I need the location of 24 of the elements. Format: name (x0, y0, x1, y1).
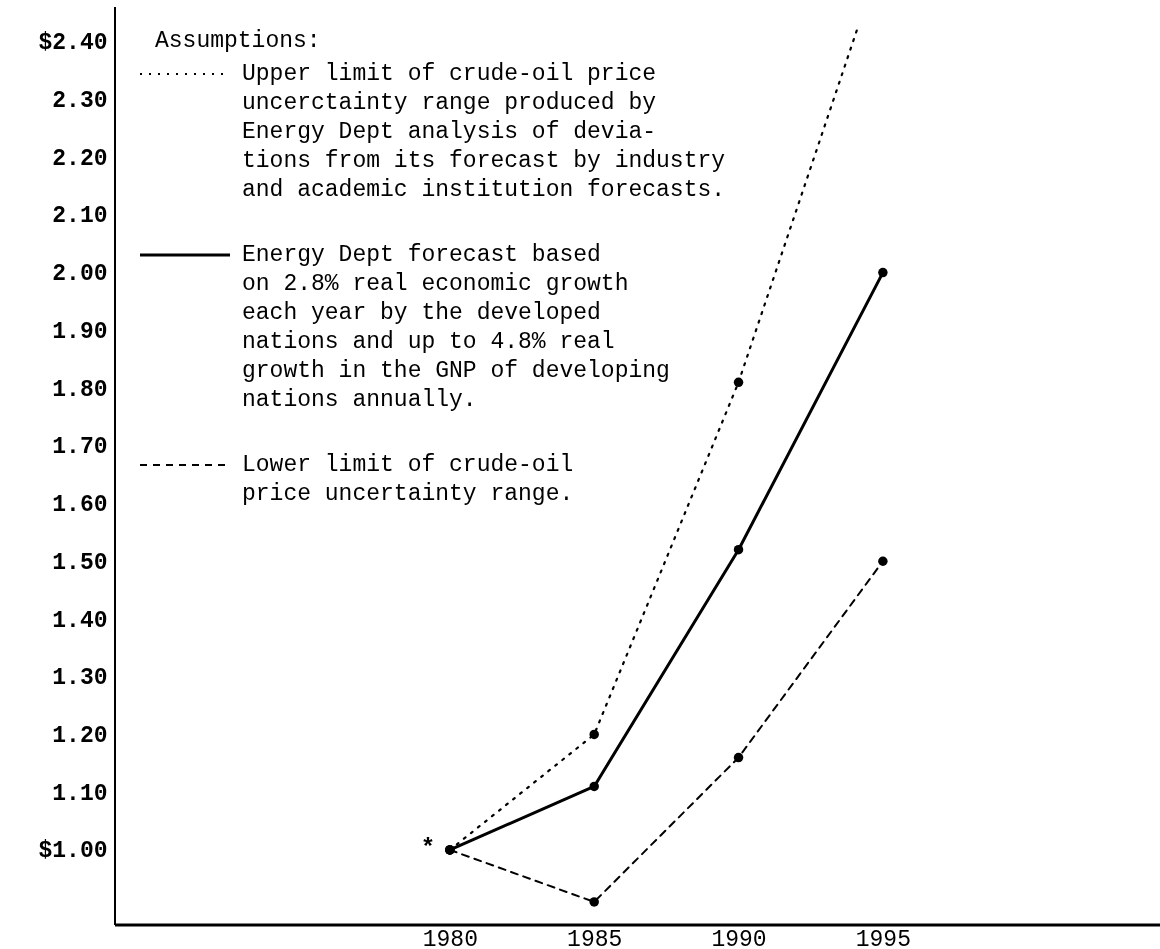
y-tick-label: 1.70 (52, 434, 108, 461)
y-tick-label: $1.00 (38, 838, 108, 865)
y-tick-label: 1.40 (52, 607, 108, 634)
legend-label: Upper limit of crude-oil price uncerctainty range produced by Energy Dept analysis of devia- tions from its forecast by industry and academic institution forecasts. (242, 61, 726, 203)
y-tick-label: 2.00 (52, 261, 108, 288)
legend-label: Lower limit of crude-oil price uncertainty range. (242, 452, 574, 507)
y-tick-label: 1.10 (52, 780, 108, 807)
x-tick-label: 1980 (422, 926, 478, 949)
y-tick-label: 1.30 (52, 665, 108, 692)
x-tick-label: 1985 (567, 926, 623, 949)
y-tick-label: 1.80 (52, 376, 108, 403)
y-tick-label: $2.40 (38, 30, 108, 57)
legend-title: Assumptions: (155, 28, 321, 54)
y-tick-label: 2.10 (52, 203, 108, 230)
y-tick-label: 1.90 (52, 318, 108, 345)
y-tick-label: 1.50 (52, 549, 108, 576)
y-tick-label: 1.20 (52, 722, 108, 749)
x-tick-label: 1995 (855, 926, 911, 949)
y-tick-label: 2.30 (52, 87, 108, 114)
x-tick-label: 1990 (711, 926, 767, 949)
y-tick-label: 1.60 (52, 492, 108, 519)
legend-label: Energy Dept forecast based on 2.8% real economic growth each year by the developed nations and up to 4.8% real growth in the GNP of developing nations annually. (242, 242, 670, 413)
y-tick-label: 2.20 (52, 145, 108, 172)
annotation: * (420, 834, 436, 862)
